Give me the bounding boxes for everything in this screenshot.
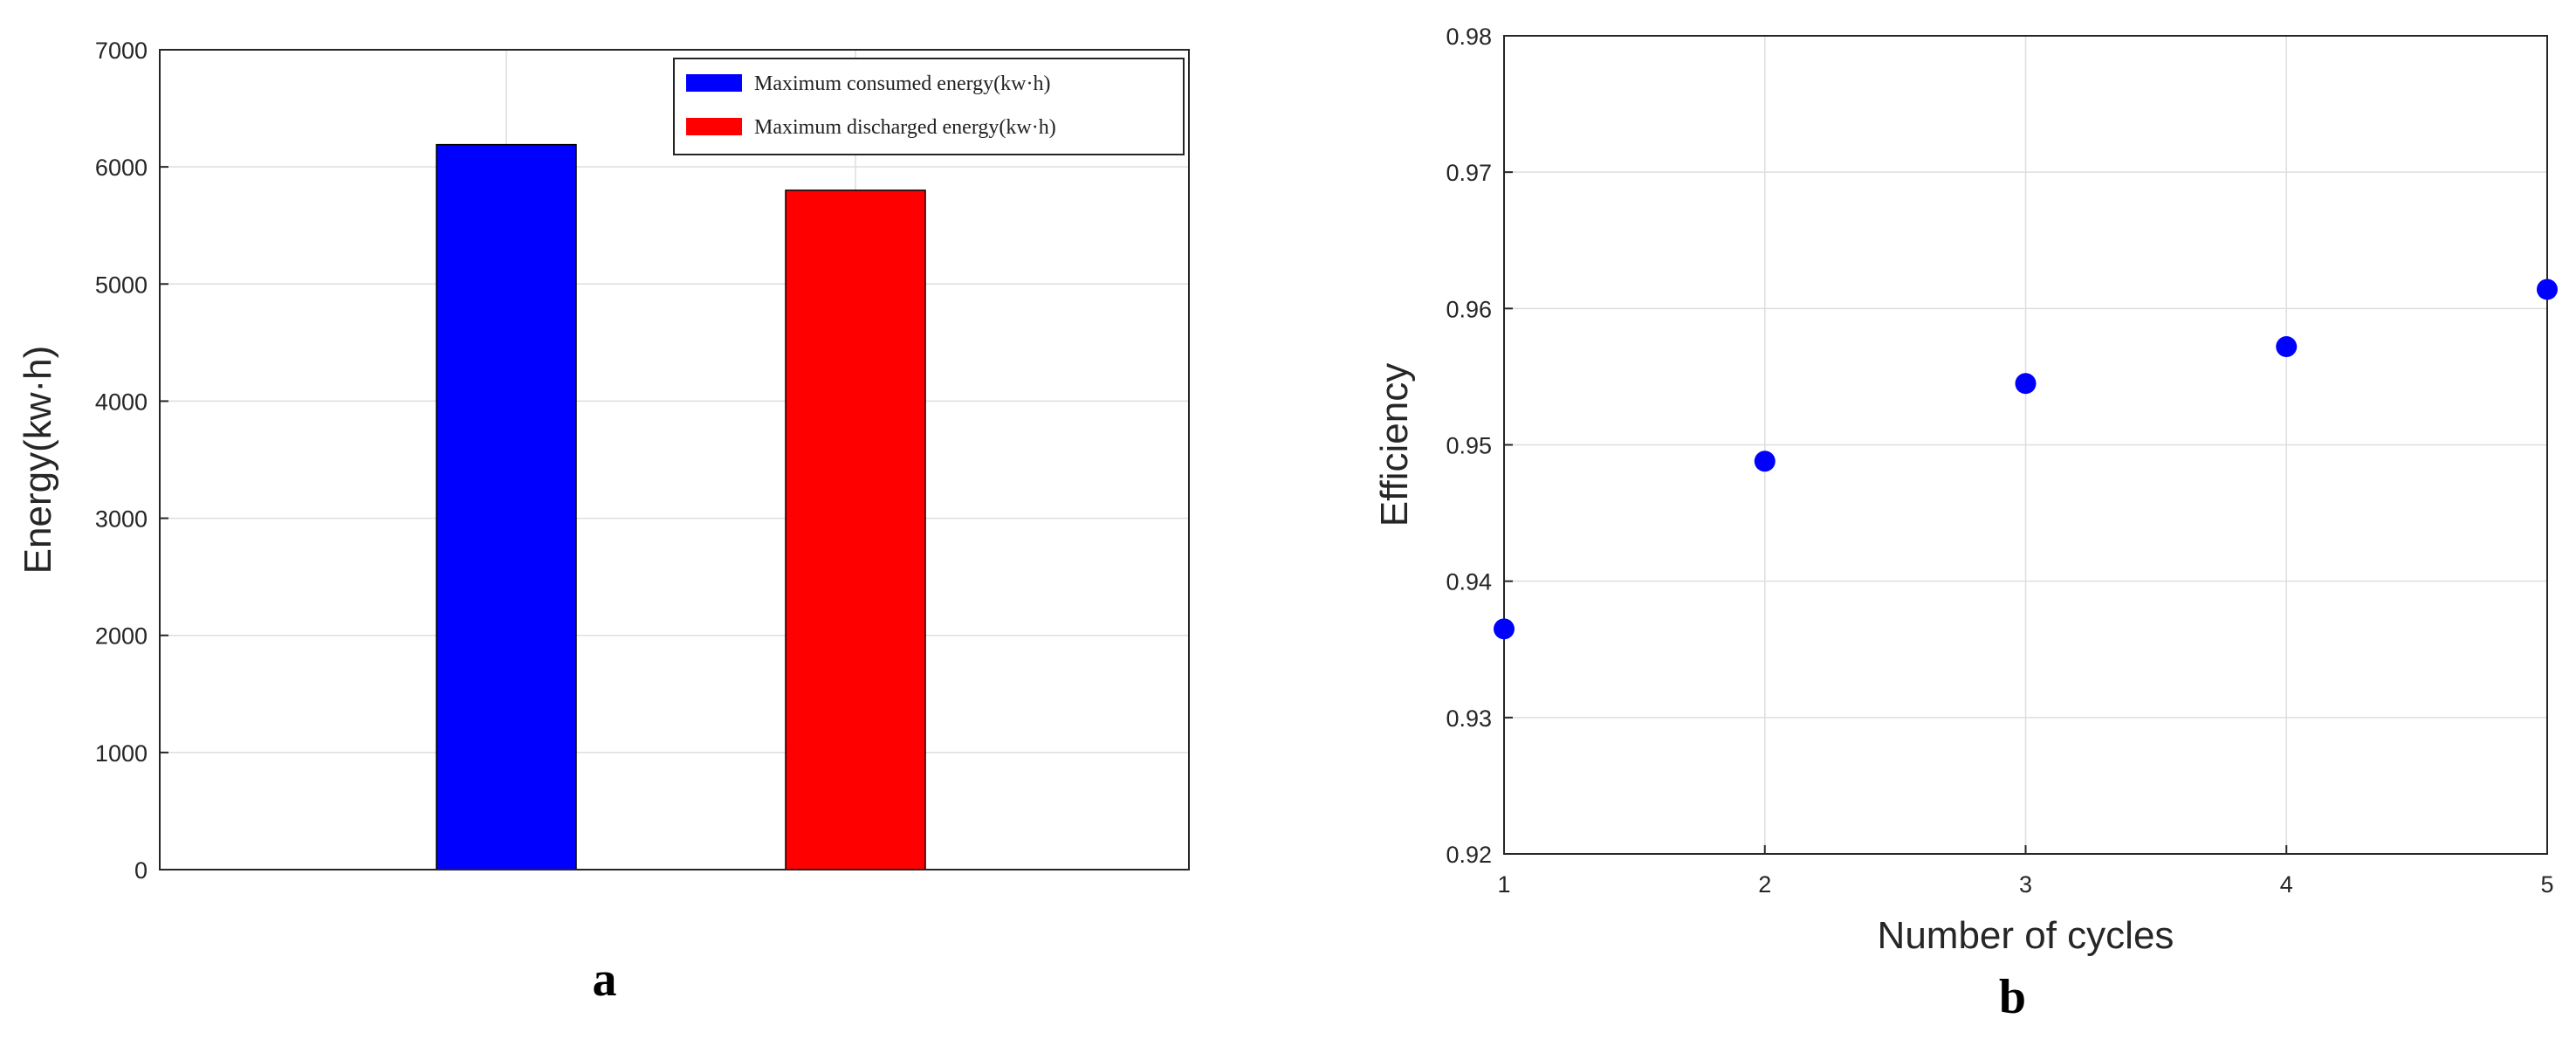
y-tick-label: 0	[134, 857, 148, 884]
panel-b-scatter-chart: 1 2 3 4 5 0.92 0.93 0.94 0.95 0.96 0.97 0.98 Number …	[1373, 24, 2558, 1024]
data-point-cycle-1	[1494, 618, 1515, 640]
y-tick-label: 1000	[95, 740, 148, 767]
legend: Maximum consumed energy(kw·h) Maximum dis…	[673, 58, 1185, 155]
y-axis-title: Energy(kw·h)	[17, 346, 59, 575]
data-point-cycle-2	[1754, 451, 1776, 472]
y-tick-label: 0.94	[1446, 569, 1492, 595]
x-tick-label: 5	[2540, 871, 2553, 898]
y-tick-label: 0.92	[1446, 842, 1492, 868]
legend-swatch	[686, 74, 742, 92]
y-axis-title: Efficiency	[1373, 363, 1416, 527]
x-tick-label: 3	[2019, 871, 2032, 898]
plot-area	[160, 50, 1189, 870]
y-tick-label: 0.93	[1446, 705, 1492, 732]
panel-label-b: b	[1999, 970, 2026, 1024]
data-point-cycle-4	[2276, 336, 2298, 358]
x-axis-title: Number of cycles	[1878, 914, 2174, 957]
legend-entry: Maximum discharged energy(kw·h)	[754, 116, 1056, 139]
bar-consumed-energy	[436, 143, 577, 870]
data-point-cycle-5	[2537, 279, 2558, 300]
y-tick-label: 7000	[95, 38, 148, 64]
bar-discharged-energy	[785, 189, 926, 870]
y-tick-label: 4000	[95, 389, 148, 415]
y-tick-label: 6000	[95, 155, 148, 181]
axes-frame	[159, 49, 1190, 870]
legend-entry: Maximum consumed energy(kw·h)	[754, 72, 1050, 95]
data-point-cycle-3	[2015, 373, 2037, 395]
y-tick-label: 0.96	[1446, 296, 1492, 322]
y-tick-label: 2000	[95, 623, 148, 650]
legend-swatch	[686, 118, 742, 135]
y-tick-label: 0.95	[1446, 433, 1492, 459]
y-tick-label: 3000	[95, 506, 148, 533]
y-tick-label: 5000	[95, 272, 148, 298]
x-tick-label: 2	[1758, 871, 1771, 898]
panel-label-a: a	[593, 953, 617, 1007]
panel-a-bar-chart: 0 1000 2000 3000 4000 5000 6000 7000 Maximum con…	[17, 38, 1190, 1007]
axes-frame	[1503, 35, 2548, 855]
x-tick-label: 4	[2280, 871, 2293, 898]
x-tick-label: 1	[1497, 871, 1510, 898]
y-tick-label: 0.97	[1446, 160, 1492, 186]
legend-box	[673, 58, 1185, 155]
y-tick-label: 0.98	[1446, 24, 1492, 50]
